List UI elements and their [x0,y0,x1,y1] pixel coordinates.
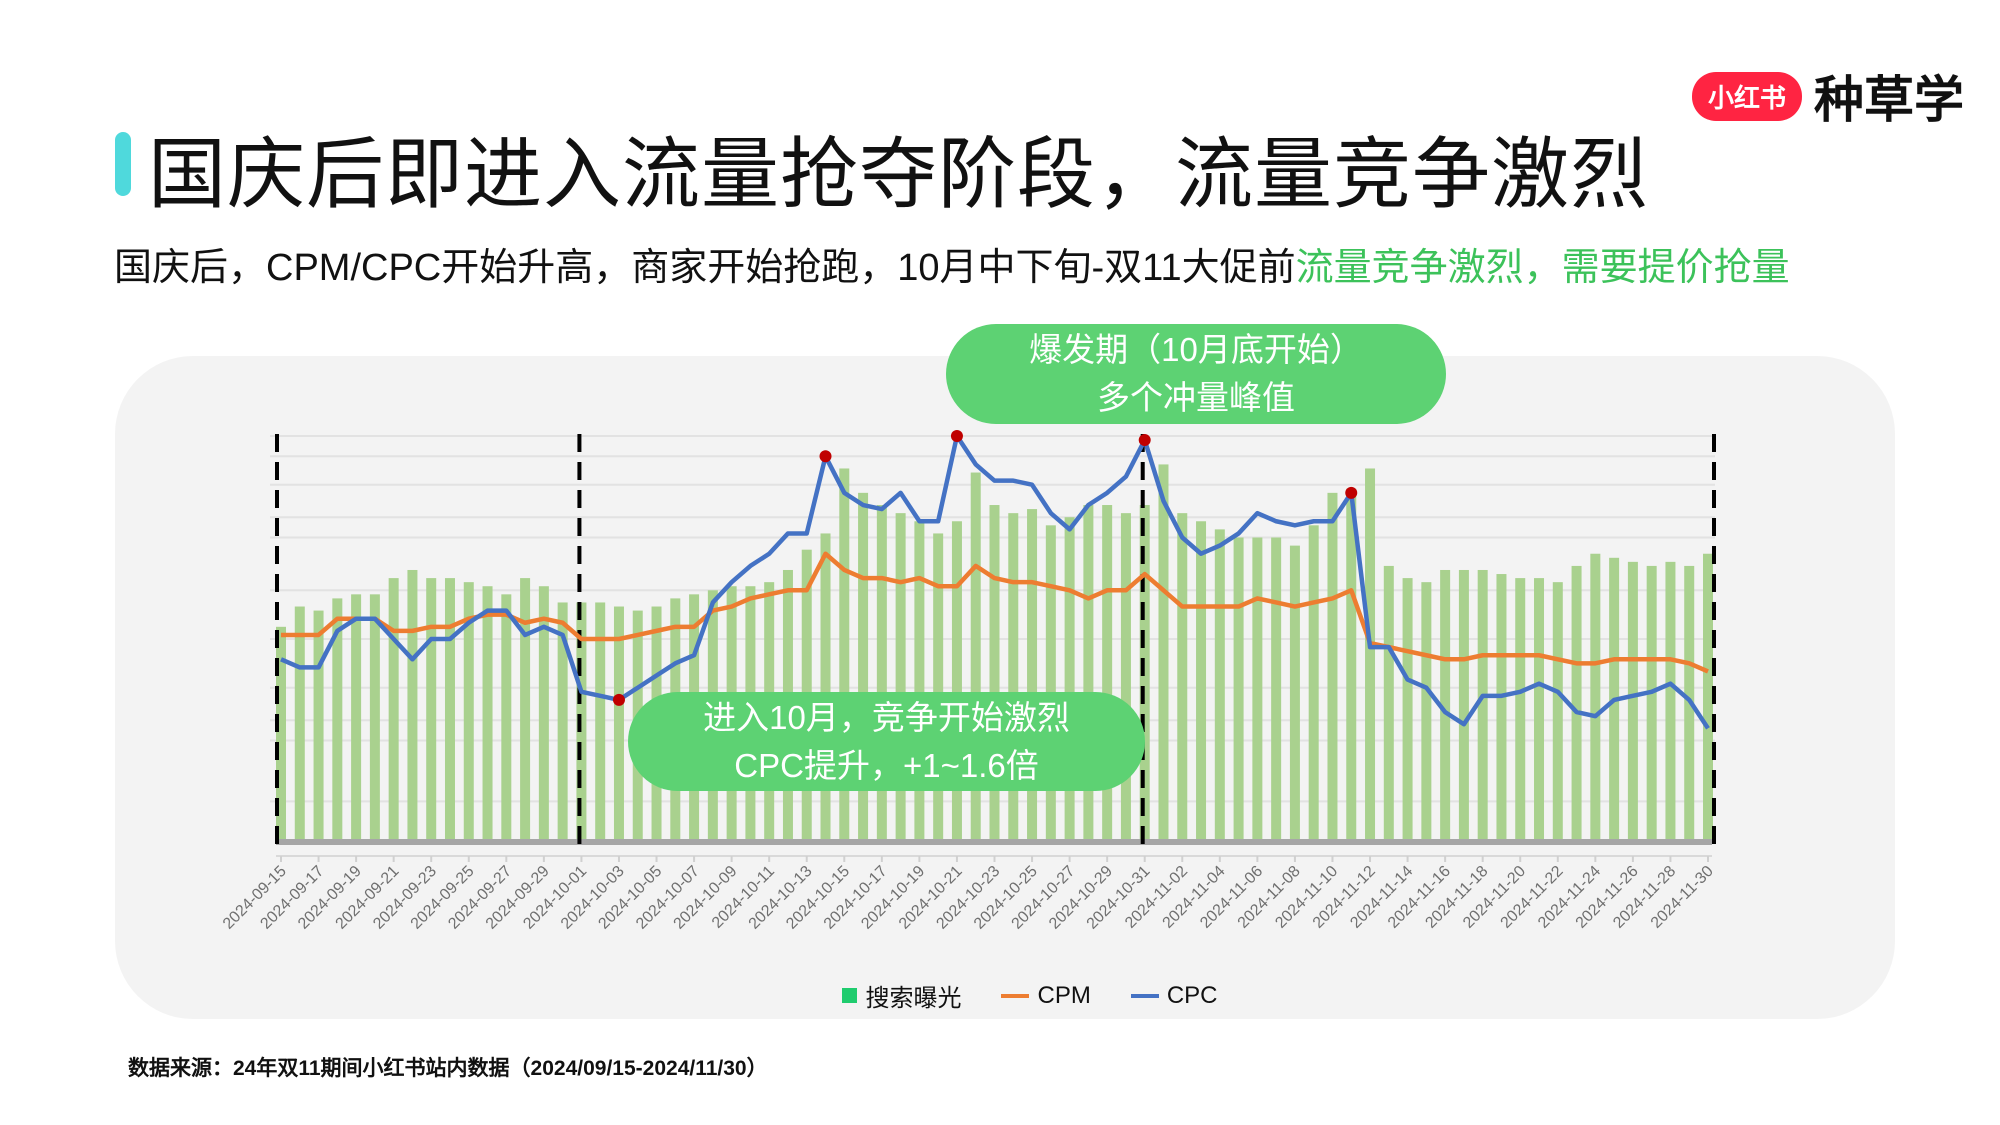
bar [482,586,493,842]
data-source-note: 数据来源：24年双11期间小红书站内数据（2024/09/15-2024/11/… [128,1057,768,1080]
bar [820,533,831,842]
bar [1346,488,1357,842]
bar [388,578,399,842]
callout-line: 爆发期（10月底开始） [1029,331,1363,368]
bar [1590,553,1601,842]
bar [426,578,437,842]
chart-legend: 搜索曝光 CPM CPC [0,978,2000,1013]
cpc-line [280,433,1710,730]
bar [1233,537,1244,842]
bar [1665,561,1676,842]
bar [1177,513,1188,842]
bar [1421,582,1432,842]
legend-label: CPC [1166,981,1218,1009]
bar [1552,582,1563,842]
legend-swatch [1130,993,1159,998]
logo-word: 种草学 [1814,72,1965,128]
bar [951,521,962,842]
bar [557,602,568,842]
bar [369,594,380,842]
bar [1027,509,1038,842]
callout-line: CPC提升，+1~1.6倍 [734,746,1039,784]
october-callout: 进入10月，竞争开始激烈 CPC提升，+1~1.6倍 [628,692,1145,791]
bar [933,533,944,842]
cpm-line [281,551,1709,674]
bar [1008,513,1019,842]
bar [520,578,531,842]
bar [1477,569,1488,842]
bar [1271,537,1282,842]
bar [1120,513,1131,842]
legend-item-cpc: CPC [1130,978,1218,1013]
burst-period-callout: 爆发期（10月底开始） 多个冲量峰值 [946,324,1446,424]
bar [1214,529,1225,842]
cpc-highlight-point [819,450,832,463]
cpc-highlight-point [950,430,963,442]
callout-line: 进入10月，竞争开始激烈 [703,698,1070,736]
page-subtitle: 国庆后，CPM/CPC开始升高，商家开始抢跑，10月中下旬-双11大促前流量竞争… [114,236,1790,291]
bar [1402,578,1413,842]
legend-item-search-exposure: 搜索曝光 [842,978,961,1013]
logo-badge: 小红书 [1692,71,1803,121]
bar [839,468,850,842]
bar [1571,565,1582,842]
bar [351,594,362,842]
bar [595,602,606,842]
bar [858,492,869,842]
cpc-highlight-point [1345,486,1358,499]
bar [501,594,512,842]
bar [1515,578,1526,842]
subtitle-text: 国庆后，CPM/CPC开始升高，商家开始抢跑，10月中下旬-双11大促前 [114,247,1296,289]
bar [463,582,474,842]
legend-swatch [1001,993,1030,998]
bar [444,578,455,842]
bar [1646,565,1657,842]
bar [1196,521,1207,842]
bar [313,610,324,842]
cpc-highlight-point [1138,434,1151,447]
bar [989,505,1000,842]
bar [1365,468,1376,842]
bar [294,606,305,842]
bar [1045,525,1056,842]
bar [1327,492,1338,842]
bar [1158,464,1169,842]
bar [1252,537,1263,842]
callout-line: 多个冲量峰值 [1097,379,1295,416]
bar [1534,578,1545,842]
bar [613,606,624,842]
legend-label: CPM [1037,981,1091,1009]
bar [1289,545,1300,842]
bar [1458,569,1469,842]
bar [1627,561,1638,842]
legend-item-cpm: CPM [1001,978,1091,1013]
bar [1102,505,1113,842]
cpc-highlight-point [612,693,625,706]
bar [276,626,286,842]
bar [1083,505,1094,842]
bar [914,521,925,842]
page-title: 国庆后即进入流量抢夺阶段，流量竞争激烈 [148,130,1650,218]
bar [332,598,343,842]
bar [1308,525,1319,842]
legend-label: 搜索曝光 [865,985,962,1012]
subtitle-highlight: 流量竞争激烈，需要提价抢量 [1295,247,1790,289]
bar [895,513,906,842]
bar [1064,517,1075,842]
title-accent-bar [115,132,131,196]
bar [970,472,981,842]
bar [1496,574,1507,842]
bar [1703,553,1713,842]
brand-logo: 小红书 种草学 [1692,60,1964,132]
bar [407,569,418,842]
bar [538,586,549,842]
bar [876,505,887,842]
legend-swatch [842,988,858,1003]
bar [1440,569,1451,842]
bar [1383,565,1394,842]
